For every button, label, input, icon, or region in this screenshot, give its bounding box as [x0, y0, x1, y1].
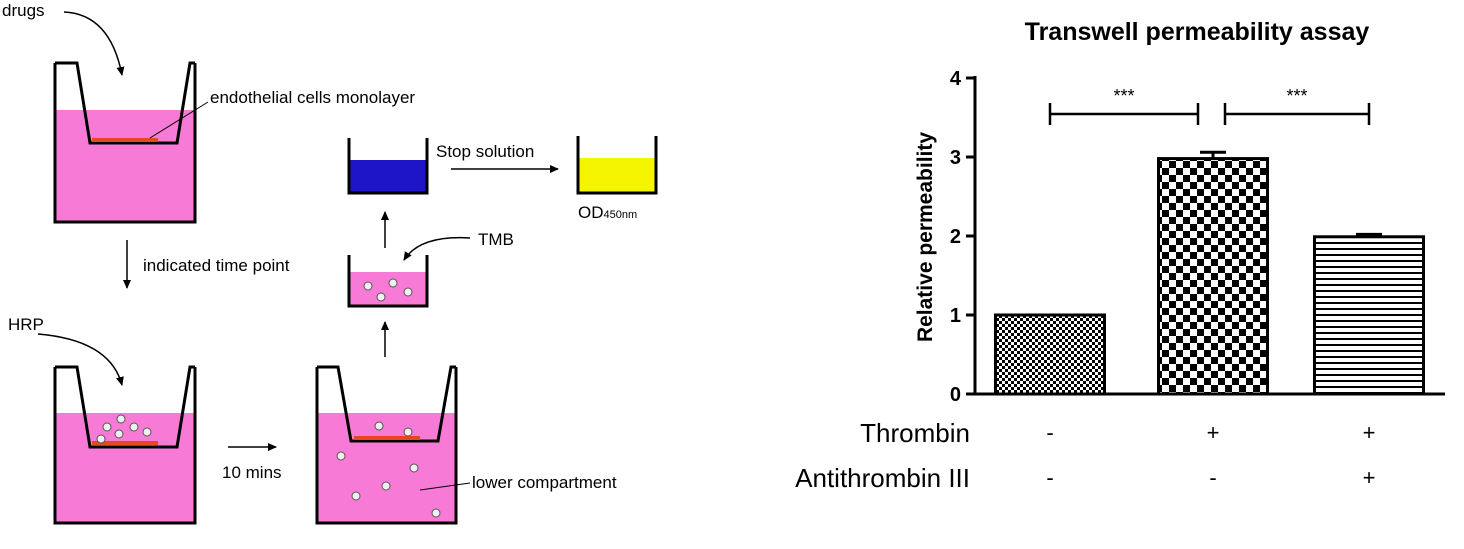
bead	[96, 434, 106, 444]
tmb-beaker	[347, 255, 429, 308]
blue-beaker	[347, 138, 429, 195]
bead	[381, 481, 391, 491]
yellow-beaker	[576, 136, 658, 195]
bead	[431, 508, 441, 518]
bead	[129, 422, 139, 432]
y-tick-label: 3	[950, 147, 961, 169]
y-axis-label: Relative permeability	[914, 132, 937, 342]
transwell-drugs	[53, 61, 197, 224]
bead	[388, 278, 398, 288]
label-monolayer: endothelial cells monolayer	[210, 88, 415, 107]
condition-mark: +	[1363, 465, 1376, 490]
condition-label: Thrombin	[860, 418, 970, 448]
bead	[403, 287, 413, 297]
bead	[409, 463, 419, 473]
well-outline	[53, 63, 197, 224]
tmb-beads	[363, 278, 413, 302]
beaker-yellow-fill	[578, 158, 656, 193]
bead	[336, 451, 346, 461]
beaker-outline	[347, 255, 429, 308]
insert-outline	[55, 365, 195, 449]
od-sub: 450nm	[604, 209, 638, 221]
condition-mark: -	[1209, 465, 1216, 490]
beaker-blue-fill	[349, 160, 427, 193]
bar	[1313, 235, 1425, 396]
well-medium	[55, 110, 195, 222]
label-tmb: TMB	[478, 230, 514, 249]
monolayer	[92, 138, 158, 142]
chart-title: Transwell permeability assay	[1025, 18, 1370, 46]
condition-mark: +	[1207, 420, 1220, 445]
y-tick-label: 1	[950, 305, 961, 327]
tmb-arrow	[403, 236, 471, 261]
bead	[114, 429, 124, 439]
permeability-chart: Transwell permeability assay Relative pe…	[795, 18, 1445, 493]
monolayer	[92, 441, 158, 445]
bead	[351, 491, 361, 501]
label-lower-compartment: lower compartment	[472, 473, 617, 492]
drugs-arrow	[63, 11, 125, 76]
condition-mark: -	[1046, 465, 1053, 490]
bar	[1157, 157, 1269, 396]
bead	[363, 281, 373, 291]
monolayer	[354, 436, 420, 440]
beaker-outline	[347, 138, 429, 195]
bead	[376, 292, 386, 302]
bead	[142, 427, 152, 437]
beaker-outline	[576, 136, 658, 195]
condition-mark: +	[1363, 420, 1376, 445]
lower-pointer	[419, 482, 471, 491]
significance-label: ***	[1286, 86, 1307, 106]
beaker-medium	[349, 272, 427, 306]
condition-mark: -	[1046, 420, 1053, 445]
hrp-beads	[96, 414, 152, 444]
transwell-lower	[315, 365, 458, 525]
well-medium	[317, 413, 456, 523]
well-medium	[55, 413, 195, 523]
chart-plot-area: 0 1 2 3 4 *** *** Thrombin - + + Antithrombin III - -…	[795, 68, 1445, 493]
bead	[116, 414, 126, 424]
y-tick-label: 4	[950, 68, 962, 90]
od-main: OD	[578, 203, 604, 222]
y-tick-label: 0	[950, 384, 961, 406]
label-od: OD450nm	[578, 203, 637, 222]
transwell-hrp	[53, 365, 197, 525]
significance-label: ***	[1113, 86, 1134, 106]
label-stop-solution: Stop solution	[436, 142, 534, 161]
lower-beads	[336, 421, 441, 518]
hrp-arrow	[37, 333, 124, 386]
bead	[374, 421, 384, 431]
bead	[102, 422, 112, 432]
well-outline	[315, 367, 458, 525]
y-tick-label: 2	[950, 226, 961, 248]
well-outline	[53, 367, 197, 525]
insert-outline	[317, 365, 456, 443]
label-ten-mins: 10 mins	[222, 463, 282, 482]
bar	[994, 313, 1106, 396]
insert-outline	[55, 61, 195, 145]
condition-label: Antithrombin III	[795, 463, 970, 493]
bead	[403, 427, 413, 437]
label-hrp: HRP	[8, 315, 44, 334]
monolayer-pointer	[149, 101, 209, 139]
schematic: drugs endothelial cells monolayer indica…	[2, 1, 658, 525]
label-drugs: drugs	[2, 1, 45, 20]
label-time-point: indicated time point	[143, 256, 290, 275]
